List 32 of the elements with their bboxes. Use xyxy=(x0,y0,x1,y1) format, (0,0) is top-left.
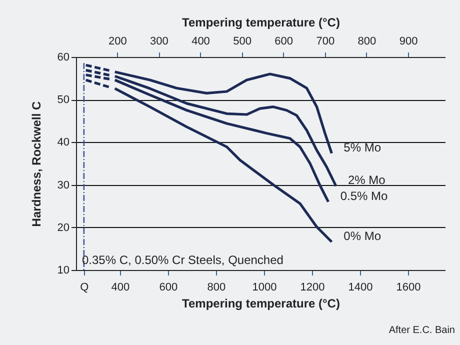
y-tick-label: 30 xyxy=(57,179,70,192)
y-tick-label: 20 xyxy=(57,222,70,234)
x-tick-label: 1000 xyxy=(252,282,277,294)
x2-tick-label: 400 xyxy=(192,36,210,48)
x-tick-label: 1400 xyxy=(348,282,373,294)
x-tick-label: 1600 xyxy=(396,282,421,294)
annotation: 0.35% C, 0.50% Cr Steels, Quenched xyxy=(82,253,284,267)
series-label: 0% Mo xyxy=(344,228,382,243)
x-tick-label: Q xyxy=(80,282,90,294)
x2-tick-label: 900 xyxy=(399,36,418,48)
text: After E.C. Bain xyxy=(388,325,455,336)
y-axis-title: Hardness, Rockwell C xyxy=(29,100,44,227)
x2-tick-label: 300 xyxy=(150,36,168,48)
series-label: 2% Mo xyxy=(348,173,386,188)
x2-tick-label: 200 xyxy=(108,36,127,48)
y-tick-label: 60 xyxy=(57,52,70,64)
x-tick-label: 800 xyxy=(207,282,226,294)
y-tick-label: 50 xyxy=(57,94,70,106)
line-series xyxy=(114,87,333,244)
x-axis-title: Tempering temperature (°C) xyxy=(182,296,340,310)
x2-tick-label: 800 xyxy=(358,36,376,48)
series-label: 5% Mo xyxy=(344,140,382,154)
x2-tick-label: 600 xyxy=(274,36,294,48)
x-tick-label: 400 xyxy=(111,282,130,294)
x2-axis-title: Tempering temperature (°C) xyxy=(182,16,340,30)
x2-tick-label: 700 xyxy=(316,36,335,48)
y-tick-label: 40 xyxy=(57,136,70,149)
x-tick-label: 1200 xyxy=(300,282,325,294)
series-label: 0.5% Mo xyxy=(340,188,388,203)
y-tick-label: 10 xyxy=(57,264,70,276)
x2-tick-label: 500 xyxy=(233,36,252,48)
x-tick-label: 600 xyxy=(159,282,178,294)
